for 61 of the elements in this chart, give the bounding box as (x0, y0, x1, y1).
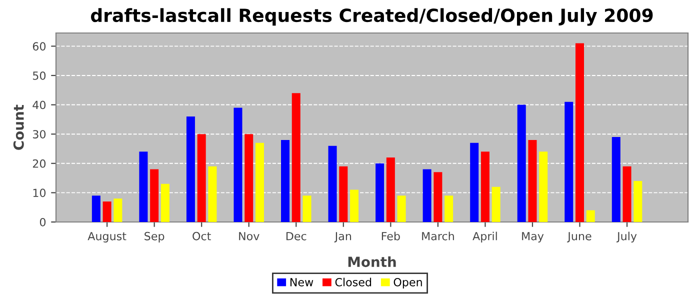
x-tick-label: June (567, 232, 592, 242)
bar (376, 163, 384, 222)
x-tick-label: Oct (192, 232, 211, 240)
x-tick-label: March (422, 232, 454, 240)
bar (234, 108, 242, 222)
bar (350, 190, 359, 222)
y-tick-label: 30 (32, 130, 46, 138)
bar (197, 134, 206, 222)
x-axis-title: Month (348, 256, 396, 268)
bar (255, 142, 264, 222)
x-tick-label: Sep (144, 232, 164, 242)
bar (244, 134, 254, 222)
chart-title: drafts-lastcall Requests Created/Closed/Open July 2009 (90, 8, 653, 26)
bar (422, 169, 432, 222)
bar (160, 184, 170, 222)
y-tick-label: 40 (32, 100, 46, 110)
bar (622, 166, 632, 222)
bar (92, 196, 100, 222)
y-tick-label: 0 (40, 218, 46, 226)
bar (292, 93, 300, 222)
bar (208, 166, 217, 222)
bar (397, 196, 406, 222)
y-tick-label: 20 (32, 159, 46, 168)
bar (102, 201, 112, 222)
x-tick-label: Feb (382, 232, 400, 240)
x-tick-label: May (522, 232, 544, 242)
bar (564, 102, 574, 222)
bar (281, 140, 290, 222)
bar (386, 158, 395, 222)
x-tick-label: Jan (334, 232, 352, 242)
legend-label: Open (394, 278, 422, 288)
bar (517, 104, 526, 222)
x-tick-label: April (472, 232, 497, 242)
bar (114, 198, 122, 222)
y-tick-label: 50 (32, 71, 46, 80)
bar (470, 142, 479, 222)
bar (302, 196, 312, 222)
bar (186, 116, 195, 222)
bar (139, 152, 148, 222)
y-axis-title: Count (13, 104, 24, 150)
bar (150, 169, 159, 222)
bar (328, 146, 337, 222)
x-tick-label: Dec (286, 232, 306, 240)
bar (586, 210, 595, 222)
legend-label: New (290, 278, 314, 286)
x-tick-label: Nov (239, 232, 260, 240)
bar (434, 172, 442, 222)
bar (539, 152, 548, 222)
bar (575, 43, 584, 222)
bar (480, 152, 490, 222)
bar (444, 196, 454, 222)
y-tick-label: 10 (33, 188, 46, 198)
bar (492, 186, 500, 222)
x-tick-label: August (88, 232, 126, 242)
x-tick-label: July (616, 232, 637, 242)
y-tick-label: 60 (32, 42, 46, 51)
legend-label: Closed (335, 278, 372, 286)
bar (612, 137, 620, 222)
bar (634, 180, 642, 222)
bar (339, 166, 348, 222)
bar (528, 140, 537, 222)
